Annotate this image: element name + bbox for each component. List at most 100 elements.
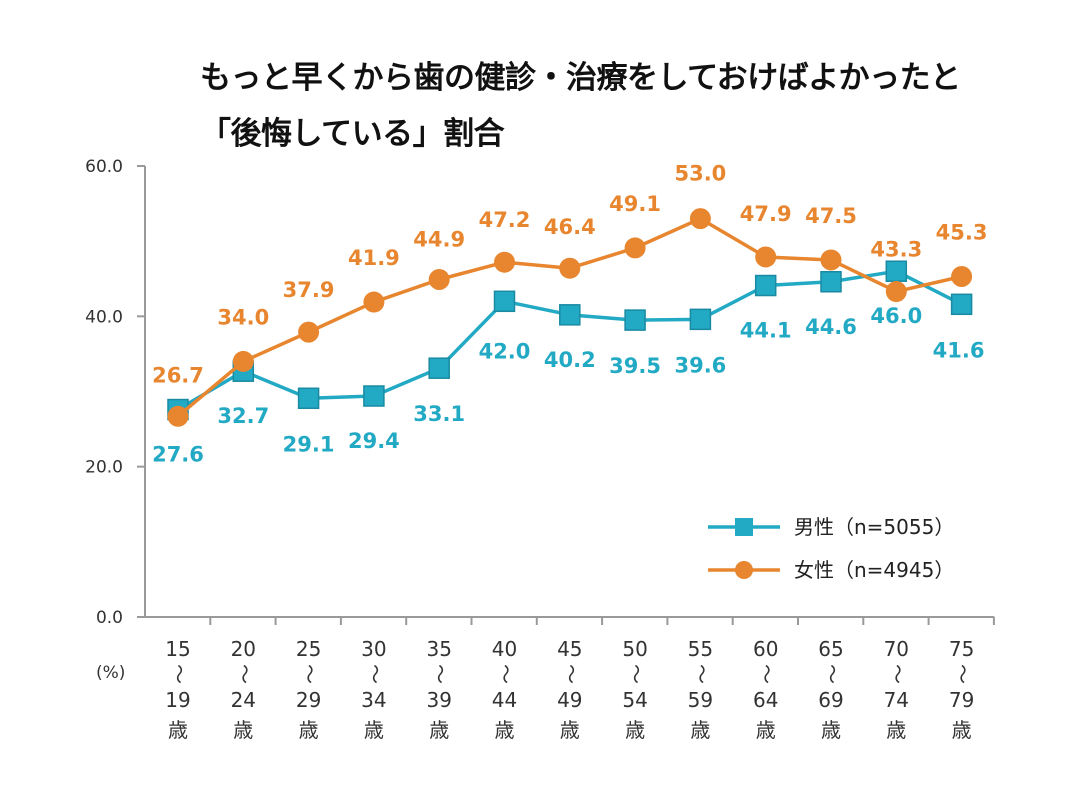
x-category-label: 75: [949, 637, 974, 661]
data-label-male: 42.0: [479, 339, 531, 363]
data-label-female: 37.9: [283, 278, 335, 302]
chart-title-line-2: 「後悔している」割合: [200, 116, 505, 152]
y-tick-label: 60.0: [85, 157, 123, 177]
data-point-female: [428, 269, 450, 291]
x-category-label: 〜: [689, 664, 713, 684]
x-category-label: 59: [688, 688, 713, 712]
legend-item-female-label: 女性（n=4945）: [794, 558, 954, 582]
x-category-label: 34: [361, 688, 386, 712]
data-label-male: 32.7: [217, 404, 269, 428]
x-category-label: 〜: [298, 664, 322, 684]
data-label-male: 27.6: [152, 443, 204, 467]
x-category-label: 〜: [363, 664, 387, 684]
x-category-label: 64: [753, 688, 778, 712]
x-category-label: 歳: [495, 718, 515, 742]
y-tick-label: 0.0: [96, 608, 123, 628]
x-category-label: 歳: [429, 718, 449, 742]
x-category-label: 歳: [821, 718, 841, 742]
x-category-label: 74: [884, 688, 909, 712]
data-point-female: [363, 291, 385, 313]
data-label-female: 47.9: [740, 202, 792, 226]
x-category-label: 44: [492, 688, 517, 712]
legend-item-male-marker: [735, 518, 753, 536]
x-category-label: 19: [165, 688, 190, 712]
data-point-female: [494, 251, 515, 273]
x-category-label: 〜: [428, 664, 452, 684]
chart-title-line-1: もっと早くから歯の健診・治療をしておけばよかったと: [200, 60, 961, 96]
data-point-female: [232, 350, 254, 372]
x-category-label: 歳: [886, 718, 906, 742]
x-category-label: 35: [426, 637, 451, 661]
data-label-female: 49.1: [609, 192, 661, 216]
data-label-female: 46.4: [544, 215, 596, 239]
y-tick-label: 40.0: [85, 307, 123, 327]
data-point-male: [363, 385, 385, 407]
data-label-male: 29.1: [283, 432, 335, 456]
data-label-female: 45.3: [936, 220, 988, 244]
data-point-male: [820, 271, 842, 293]
x-category-label: 〜: [755, 664, 779, 684]
x-category-label: 40: [492, 637, 517, 661]
x-category-label: 60: [753, 637, 778, 661]
data-label-male: 33.1: [413, 402, 465, 426]
x-category-label: 〜: [951, 664, 975, 684]
x-category-label: 45: [557, 637, 582, 661]
data-label-female: 44.9: [413, 228, 465, 252]
data-point-female: [885, 281, 907, 303]
x-category-label: 79: [949, 688, 974, 712]
x-category-label: 15: [165, 637, 190, 661]
data-point-female: [624, 237, 646, 259]
x-category-label: 65: [818, 637, 843, 661]
data-label-male: 39.6: [674, 353, 726, 377]
x-category-label: 〜: [885, 664, 909, 684]
x-category-label: 歳: [233, 718, 253, 742]
y-tick-label: 20.0: [85, 458, 123, 478]
x-category-label: 歳: [952, 718, 972, 742]
x-category-label: 歳: [364, 718, 384, 742]
x-category-label: 〜: [624, 664, 648, 684]
x-category-label: 〜: [167, 664, 191, 684]
x-category-label: 70: [884, 637, 909, 661]
x-category-label: 30: [361, 637, 386, 661]
x-category-label: 歳: [168, 718, 188, 742]
data-point-male: [689, 308, 712, 331]
x-category-label: 〜: [559, 664, 583, 684]
x-category-label: 〜: [820, 664, 844, 684]
data-label-male: 44.6: [805, 315, 857, 339]
data-label-female: 34.0: [217, 305, 269, 329]
x-category-label: 歳: [625, 718, 645, 742]
data-label-female: 43.3: [870, 238, 922, 262]
data-label-female: 47.5: [805, 204, 857, 228]
data-point-female: [755, 246, 777, 268]
data-point-male: [428, 357, 450, 379]
x-category-label: 29: [296, 688, 321, 712]
data-point-female: [689, 208, 711, 230]
legend-item-male-label: 男性（n=5055）: [794, 515, 954, 539]
x-category-label: 歳: [756, 718, 776, 742]
legend-item-female-marker: [735, 561, 753, 579]
data-point-male: [297, 387, 320, 410]
data-point-male: [624, 309, 646, 331]
data-point-male: [885, 260, 908, 282]
data-label-male: 46.0: [870, 304, 922, 328]
y-axis-unit-label: (%): [96, 663, 125, 683]
data-label-male: 44.1: [740, 319, 792, 343]
data-point-female: [559, 257, 581, 279]
x-category-label: 20: [231, 637, 256, 661]
x-category-label: 49: [557, 688, 582, 712]
data-point-female: [951, 265, 973, 287]
data-point-male: [950, 293, 973, 316]
data-point-female: [167, 405, 189, 427]
data-point-female: [820, 249, 842, 271]
x-category-label: 24: [231, 688, 256, 712]
data-label-female: 47.2: [479, 208, 531, 232]
data-label-male: 41.6: [933, 338, 985, 362]
x-category-label: 〜: [232, 664, 256, 684]
data-label-male: 40.2: [544, 348, 596, 372]
data-label-female: 53.0: [674, 162, 726, 186]
data-label-female: 26.7: [152, 363, 204, 387]
x-category-label: 55: [688, 637, 713, 661]
x-category-label: 69: [818, 688, 843, 712]
x-category-label: 25: [296, 637, 321, 661]
